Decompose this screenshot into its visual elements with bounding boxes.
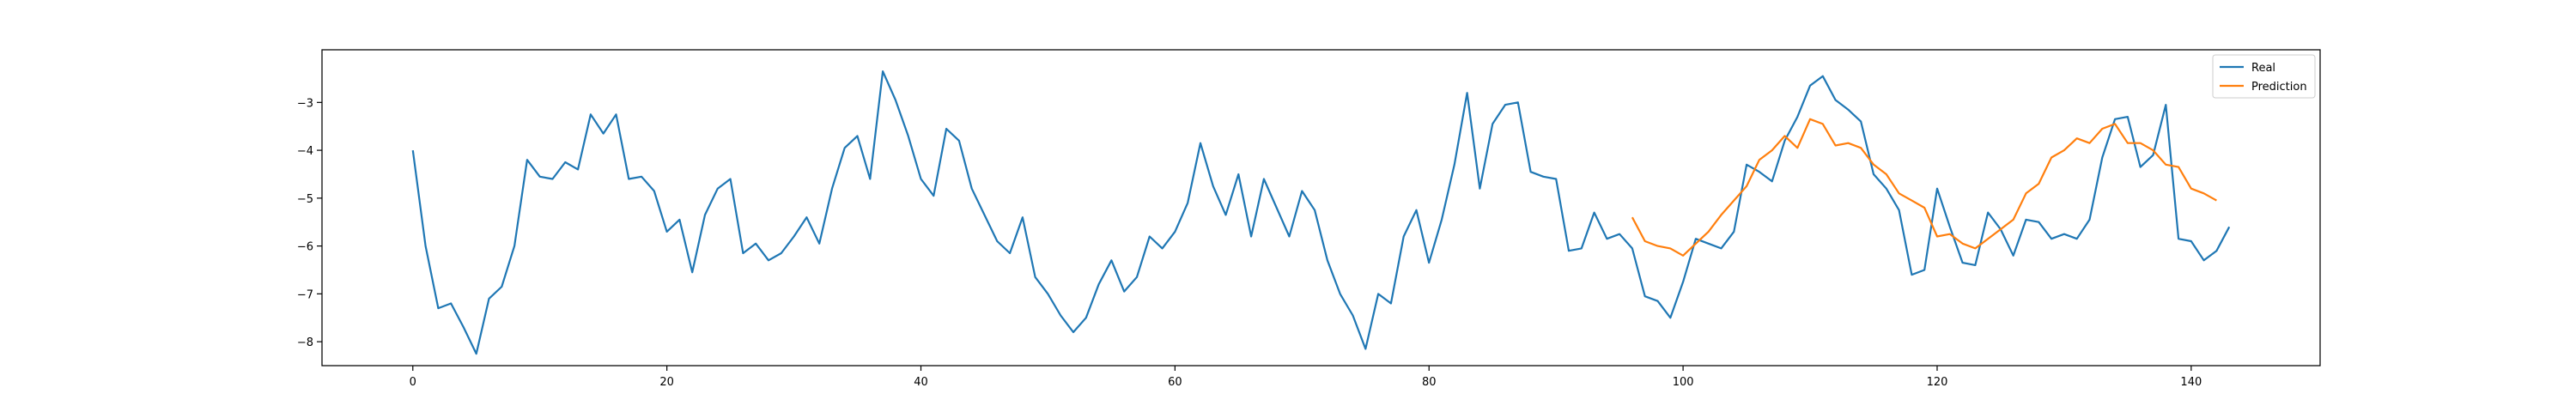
legend-label: Real [2251,62,2275,75]
y-tick-label: −6 [297,241,313,254]
legend-label: Prediction [2251,81,2307,94]
plot-frame [321,49,2321,367]
x-tick-label: 120 [1927,376,1948,389]
y-axis: −8 −7 −6 −5 −4 −3 [297,97,322,349]
x-tick-label: 80 [1422,376,1437,389]
series-layer [411,70,2231,355]
y-tick-label: −3 [297,97,313,110]
x-tick-label: 140 [2180,376,2202,389]
x-axis: 0 20 40 60 80 100 120 140 [410,366,2202,389]
legend-box [2212,54,2316,99]
x-tick-label: 60 [1168,376,1182,389]
y-tick-label: −5 [297,193,313,206]
series-line-prediction [1631,118,2217,257]
y-tick-label: −7 [297,288,313,301]
x-tick-label: 40 [914,376,928,389]
series-line-real [411,70,2231,355]
x-tick-label: 0 [410,376,416,389]
y-tick-label: −4 [297,145,313,158]
y-tick-label: −8 [297,336,313,349]
x-tick-label: 20 [659,376,674,389]
x-tick-label: 100 [1673,376,1694,389]
legend: Real Prediction [2212,54,2316,99]
